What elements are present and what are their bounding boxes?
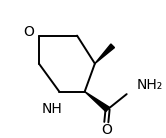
Text: O: O	[101, 123, 112, 137]
Polygon shape	[95, 44, 115, 64]
Text: NH₂: NH₂	[137, 78, 163, 92]
Text: NH: NH	[41, 102, 62, 116]
Text: O: O	[23, 25, 34, 39]
Polygon shape	[85, 92, 109, 112]
